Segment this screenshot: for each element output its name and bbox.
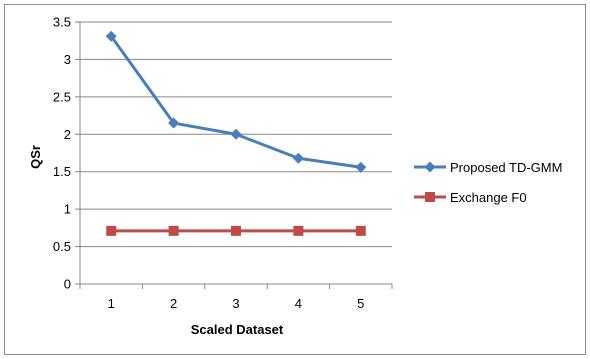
y-tick-label: 3.5 bbox=[53, 15, 71, 30]
y-tick-label: 1 bbox=[64, 202, 71, 217]
data-point bbox=[168, 225, 179, 236]
legend-label: Exchange F0 bbox=[450, 190, 527, 205]
legend-item: Exchange F0 bbox=[414, 190, 527, 205]
data-point bbox=[292, 152, 304, 164]
data-point bbox=[293, 225, 304, 236]
data-point bbox=[231, 225, 241, 236]
y-tick-label: 2.5 bbox=[53, 89, 71, 104]
data-point bbox=[230, 128, 242, 140]
axes bbox=[75, 21, 393, 289]
data-point bbox=[168, 117, 180, 129]
data-point bbox=[355, 225, 366, 236]
legend-marker bbox=[424, 161, 436, 173]
y-tick-label: 0 bbox=[64, 277, 71, 292]
chart-frame bbox=[4, 4, 586, 355]
data-point bbox=[355, 161, 367, 173]
series-proposed-td-gmm bbox=[105, 30, 367, 173]
data-point bbox=[106, 225, 117, 236]
x-tick-labels: 1 2 3 4 5 bbox=[108, 296, 365, 311]
legend: Proposed TD-GMM Exchange F0 bbox=[414, 160, 562, 205]
series-line bbox=[109, 35, 362, 169]
x-axis-title: Scaled Dataset bbox=[191, 322, 284, 337]
x-tick-label: 4 bbox=[295, 296, 302, 311]
y-tick-label: 2 bbox=[64, 127, 71, 142]
y-tick-labels: 0 0.5 1 1.5 2 2.5 3 3.5 bbox=[53, 15, 71, 292]
y-axis-title: QSr bbox=[28, 145, 43, 169]
series-group bbox=[105, 30, 367, 236]
x-tick-label: 2 bbox=[170, 296, 177, 311]
x-tick-label: 5 bbox=[357, 296, 364, 311]
gridlines bbox=[80, 21, 392, 248]
y-tick-label: 3 bbox=[64, 52, 71, 67]
y-tick-label: 1.5 bbox=[53, 164, 71, 179]
x-tick-label: 3 bbox=[232, 296, 239, 311]
legend-item: Proposed TD-GMM bbox=[414, 160, 562, 175]
x-tick-label: 1 bbox=[108, 296, 115, 311]
series-exchange-f0 bbox=[106, 225, 366, 236]
legend-label: Proposed TD-GMM bbox=[450, 160, 562, 175]
y-tick-label: 0.5 bbox=[53, 239, 71, 254]
legend-marker bbox=[425, 192, 435, 202]
data-point bbox=[105, 30, 117, 42]
